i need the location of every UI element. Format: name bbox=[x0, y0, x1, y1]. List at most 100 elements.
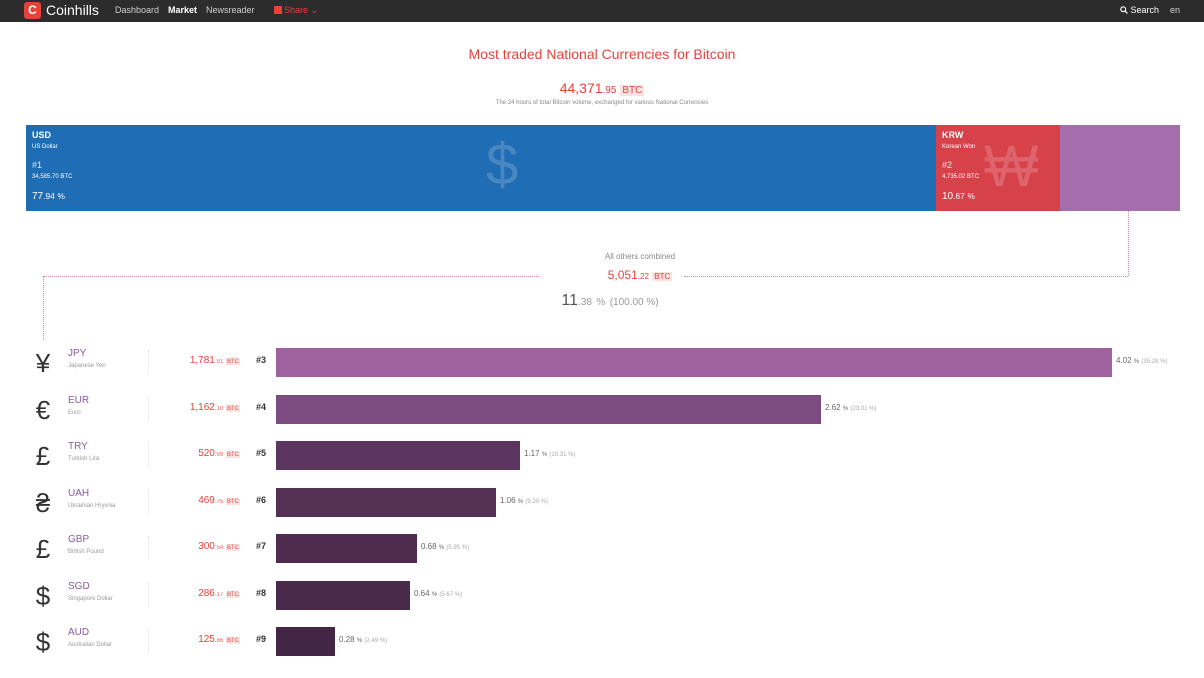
share-value: 1.06 bbox=[500, 495, 516, 505]
others-share-total: (100.00 %) bbox=[609, 297, 659, 308]
volume-unit: BTC bbox=[226, 359, 240, 365]
pound-icon: £ bbox=[35, 441, 51, 471]
currency-share: 77.94 % bbox=[32, 191, 65, 202]
currency-name: US Dollar bbox=[32, 144, 58, 150]
currency-row-gbp[interactable]: £ GBP British Pound 300.54 BTC #7 0.68 % (5.9… bbox=[0, 528, 1204, 574]
currency-row-eur[interactable]: € EUR Euro 1,162.10 BTC #4 2.62 % (23.01 %) bbox=[0, 389, 1204, 435]
volume-dec: .75 bbox=[214, 498, 224, 505]
volume-unit: BTC bbox=[226, 638, 240, 644]
currency-volume: 34,585.70 BTC bbox=[32, 174, 72, 180]
currency-rank: #5 bbox=[256, 448, 267, 458]
language-selector[interactable]: en bbox=[1170, 5, 1181, 15]
currency-row-jpy[interactable]: ¥ JPY Japanese Yen 1,781.91 BTC #3 4.02 % (35… bbox=[0, 342, 1204, 388]
currency-code[interactable]: UAH bbox=[68, 487, 90, 499]
currency-rank: #9 bbox=[256, 634, 267, 644]
share-label: Share bbox=[284, 5, 309, 15]
treemap-block-usd[interactable]: $ USD US Dollar #1 34,585.70 BTC 77.94 % bbox=[26, 125, 936, 211]
share-value: 4.02 bbox=[1116, 356, 1132, 365]
divider bbox=[148, 396, 149, 421]
volume-int: 520 bbox=[198, 448, 215, 459]
share-icon bbox=[274, 6, 282, 14]
currency-row-uah[interactable]: ₴ UAH Ukrainian Hryvnia 469.75 BTC #6 1.06 % … bbox=[0, 482, 1204, 528]
volume-unit: BTC bbox=[226, 545, 240, 551]
total-volume-dec: .95 bbox=[602, 85, 617, 96]
treemap-block-krw[interactable]: ₩ KRW Korean Won #2 4,735.02 BTC 10.67 % bbox=[936, 125, 1060, 211]
currency-code[interactable]: EUR bbox=[68, 394, 90, 406]
currency-code[interactable]: JPY bbox=[68, 348, 87, 359]
share-label: 0.28 % (2.49 %) bbox=[339, 635, 387, 644]
share-label: 4.02 % (35.28 %) bbox=[1116, 356, 1167, 365]
share-unit: % bbox=[57, 191, 65, 201]
currency-code: KRW bbox=[942, 130, 964, 140]
share-button[interactable]: Share ⌄ bbox=[274, 4, 318, 16]
currency-code[interactable]: GBP bbox=[68, 534, 90, 545]
currency-code: USD bbox=[32, 130, 52, 140]
volume-unit: BTC bbox=[60, 174, 73, 180]
divider bbox=[148, 536, 149, 560]
relative-share: (35.28 %) bbox=[1141, 359, 1168, 365]
divider bbox=[148, 443, 149, 467]
top-navbar: C Coinhills Dashboard Market Newsreader … bbox=[0, 0, 1204, 22]
volume-bar[interactable] bbox=[276, 580, 410, 610]
search-button[interactable]: Search bbox=[1120, 4, 1159, 16]
connector-line bbox=[1128, 211, 1129, 276]
divider bbox=[148, 629, 149, 653]
currency-name: Japanese Yen bbox=[68, 363, 106, 369]
currency-volume: 125.86 BTC bbox=[150, 634, 240, 645]
currency-volume: 1,781.91 BTC bbox=[150, 355, 240, 366]
volume-dec: .54 bbox=[214, 545, 224, 551]
volume-bar[interactable] bbox=[276, 627, 335, 656]
volume-unit: BTC bbox=[226, 452, 240, 458]
connector-line bbox=[43, 276, 539, 277]
connector-line bbox=[684, 276, 1128, 277]
relative-share: (23.01 %) bbox=[850, 405, 877, 412]
treemap-block-others[interactable] bbox=[1060, 125, 1180, 211]
volume-int: 1,781 bbox=[189, 355, 215, 366]
currency-volume: 520.99 BTC bbox=[150, 448, 240, 459]
others-volume-unit: BTC bbox=[652, 272, 673, 281]
share-label: 1.17 % (10.31 %) bbox=[524, 449, 575, 458]
volume-dec: .70 bbox=[50, 174, 59, 180]
share-unit: % bbox=[541, 452, 548, 458]
volume-bar[interactable] bbox=[276, 348, 1112, 377]
yen-icon: ¥ bbox=[35, 348, 51, 378]
page-title: Most traded National Currencies for Bitc… bbox=[468, 46, 736, 62]
currency-rank: #6 bbox=[256, 494, 267, 505]
relative-share: (10.31 %) bbox=[549, 452, 576, 458]
search-icon bbox=[1120, 6, 1128, 14]
currency-row-try[interactable]: £ TRY Turkish Lira 520.99 BTC #5 1.17 % (10.3… bbox=[0, 435, 1204, 481]
currency-code[interactable]: TRY bbox=[68, 441, 88, 452]
nav-market[interactable]: Market bbox=[168, 5, 198, 15]
currency-code[interactable]: AUD bbox=[68, 627, 90, 638]
currency-name: British Pound bbox=[68, 549, 104, 555]
currency-row-sgd[interactable]: $ SGD Singapore Dollar 286.17 BTC #8 0.64 % (… bbox=[0, 575, 1204, 621]
total-volume-unit: BTC bbox=[620, 85, 645, 96]
volume-bar[interactable] bbox=[276, 441, 520, 470]
currency-row-aud[interactable]: $ AUD Australian Dollar 125.86 BTC #9 0.28 % … bbox=[0, 621, 1204, 667]
nav-newsreader[interactable]: Newsreader bbox=[206, 5, 255, 15]
logo-icon[interactable]: C bbox=[24, 2, 41, 19]
volume-int: 300 bbox=[198, 541, 215, 552]
share-value: 1.17 bbox=[524, 449, 540, 458]
dollar-icon: $ bbox=[35, 627, 51, 657]
volume-dec: .10 bbox=[214, 405, 224, 412]
currency-name: Singapore Dollar bbox=[68, 595, 113, 602]
volume-int: 34,585 bbox=[32, 174, 51, 180]
currency-rank: #8 bbox=[256, 587, 267, 598]
dollar-icon: $ bbox=[486, 132, 519, 197]
share-value: 0.64 bbox=[414, 588, 430, 598]
nav-dashboard[interactable]: Dashboard bbox=[115, 5, 160, 15]
brand-name[interactable]: Coinhills bbox=[46, 2, 99, 18]
volume-dec: .17 bbox=[214, 591, 224, 598]
others-share: 11.38 % (100.00 %) bbox=[500, 292, 720, 310]
volume-bar[interactable] bbox=[276, 534, 417, 563]
share-unit: % bbox=[967, 191, 975, 201]
divider bbox=[148, 489, 149, 514]
currency-volume: 300.54 BTC bbox=[150, 541, 240, 552]
volume-bar[interactable] bbox=[276, 487, 496, 517]
currency-code[interactable]: SGD bbox=[68, 580, 90, 592]
currency-volume: 469.75 BTC bbox=[150, 495, 240, 506]
share-unit: % bbox=[842, 405, 849, 412]
volume-bar[interactable] bbox=[276, 394, 821, 424]
volume-dec: .99 bbox=[214, 452, 224, 458]
